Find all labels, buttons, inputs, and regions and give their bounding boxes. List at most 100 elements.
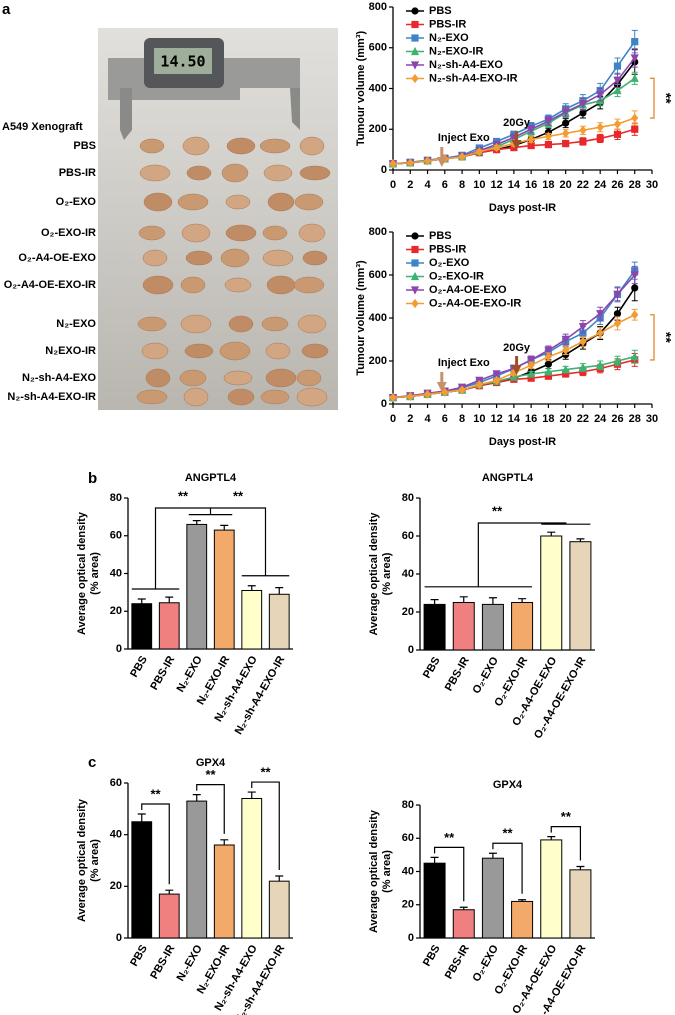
y-tick-label: 0 — [408, 932, 414, 944]
tumour — [180, 314, 212, 334]
legend-label: O₂-A4-OE-EXO-IR — [429, 297, 521, 309]
error-bar — [547, 531, 556, 536]
x-tick-label: PBS-IR — [148, 654, 177, 692]
x-tick-label: 2 — [407, 413, 413, 425]
error-bar — [137, 598, 146, 604]
annotation: ** — [150, 786, 161, 801]
marker — [527, 360, 535, 370]
marker — [544, 131, 552, 141]
x-tick-label: 20 — [560, 413, 572, 425]
chart-title: ANGPTL4 — [482, 472, 534, 484]
marker — [579, 109, 587, 117]
annotation: ** — [658, 332, 674, 343]
marker — [596, 134, 604, 143]
chart-title: GPX4 — [196, 757, 226, 769]
bar — [241, 798, 263, 939]
x-tick-label: 6 — [442, 413, 448, 425]
tumour — [180, 276, 206, 294]
legend-marker — [410, 46, 420, 56]
row-label: N₂-sh-A4-EXO-IR — [7, 391, 96, 403]
tumour — [296, 387, 328, 407]
x-tick-label: 22 — [577, 413, 589, 425]
y-tick-label: 800 — [369, 226, 387, 238]
marker — [544, 352, 552, 362]
tumour — [183, 387, 209, 407]
tumour — [259, 138, 291, 154]
marker — [578, 100, 588, 109]
bar — [481, 603, 504, 651]
tumour — [145, 368, 171, 388]
error-bar — [275, 587, 284, 595]
y-axis-label: Average optical density — [368, 512, 380, 636]
x-tick-label: 20 — [560, 179, 572, 191]
tumour — [265, 368, 297, 388]
significance-bracket — [251, 781, 280, 870]
y-tick-label: 800 — [369, 1, 387, 13]
significance-bracket — [196, 784, 225, 834]
bar — [131, 603, 153, 650]
legend-label: N₂-sh-A4-EXO-IR — [429, 72, 518, 84]
marker — [631, 125, 639, 133]
annotation: 20Gy — [503, 117, 531, 129]
bar — [423, 862, 446, 939]
marker — [389, 392, 397, 403]
y-tick-label: 600 — [369, 269, 387, 281]
panel-label: b — [88, 470, 97, 487]
y-tick-label: 0 — [381, 164, 387, 176]
x-tick-label: PBS — [128, 943, 150, 969]
y-axis-label: Tumour volume (mm³) — [355, 260, 367, 376]
y-axis-label: (% area) — [381, 850, 393, 893]
arrow-head — [436, 382, 447, 392]
error-bar — [488, 852, 497, 859]
annotation: ** — [492, 503, 503, 518]
tumour — [226, 137, 256, 155]
bar — [569, 869, 592, 939]
panel-label: a — [2, 1, 11, 18]
error-bar — [430, 856, 439, 864]
photo-title: A549 Xenograft — [2, 121, 83, 133]
marker — [527, 125, 536, 134]
error-bar — [247, 791, 256, 799]
y-tick-label: 40 — [110, 829, 122, 841]
y-tick-label: 80 — [402, 799, 414, 811]
bar — [268, 593, 290, 650]
row-label: N₂-sh-A4-EXO — [22, 372, 96, 384]
tumour — [262, 249, 294, 267]
y-tick-label: 0 — [116, 932, 122, 944]
annotation: ** — [260, 764, 271, 779]
error-bar — [192, 794, 201, 802]
tumour — [293, 276, 325, 294]
y-tick-label: 0 — [381, 398, 387, 410]
error-bar — [576, 538, 585, 542]
marker — [527, 369, 536, 378]
tumour — [267, 192, 295, 212]
x-tick-label: 0 — [390, 413, 396, 425]
tumour — [298, 223, 326, 243]
error-bar — [518, 899, 527, 902]
y-tick-label: 80 — [402, 492, 414, 504]
bar — [131, 821, 153, 939]
tumour — [228, 315, 254, 333]
marker — [406, 391, 414, 402]
marker — [561, 108, 570, 117]
tumour — [301, 343, 329, 359]
marker — [389, 159, 397, 169]
marker — [613, 119, 622, 129]
marker — [544, 140, 552, 149]
legend-label: O₂-EXO — [429, 257, 470, 269]
marker — [631, 38, 639, 46]
row-label: N₂EXO-IR — [45, 345, 96, 357]
significance-bracket — [492, 842, 523, 894]
significance-bracket — [141, 803, 170, 885]
marker — [527, 374, 535, 382]
tumour — [142, 275, 174, 295]
error-bar — [459, 596, 468, 603]
y-tick-label: 20 — [402, 606, 414, 618]
legend-label: N₂-sh-A4-EXO — [429, 59, 503, 71]
marker — [492, 370, 501, 379]
x-tick-label: 24 — [594, 413, 607, 425]
y-tick-label: 40 — [110, 567, 122, 579]
legend-label: N₂-EXO — [429, 32, 469, 44]
x-tick-label: 18 — [542, 179, 554, 191]
bar — [158, 893, 180, 939]
